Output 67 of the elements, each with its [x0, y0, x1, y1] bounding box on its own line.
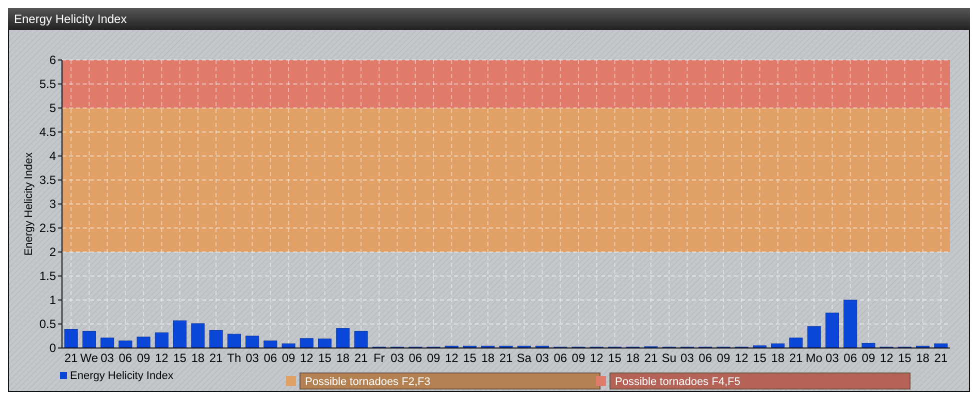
x-tick-label: 12 [300, 351, 314, 365]
x-tick-label: Th [227, 351, 242, 365]
y-tick-label: 4.5 [39, 125, 56, 140]
x-tick-label: 18 [771, 351, 785, 365]
y-tick-label: 1.5 [39, 269, 56, 284]
x-tick-label: 09 [716, 351, 730, 365]
x-tick-label: 03 [390, 351, 404, 365]
y-tick-label: 6 [49, 53, 56, 68]
y-tick-label: 0 [49, 341, 56, 356]
x-tick-label: 12 [444, 351, 459, 365]
x-tick-label: 21 [789, 351, 803, 365]
x-tick-label: 12 [880, 351, 894, 365]
x-tick-label: 21 [499, 351, 513, 365]
x-tick-label: 15 [318, 351, 332, 365]
x-tick-label: 06 [698, 351, 712, 365]
x-tick-label: 21 [64, 351, 78, 365]
y-axis-title: Energy Helicity Index [23, 152, 35, 256]
x-tick-label: 21 [644, 351, 658, 365]
x-tick-label: 06 [264, 351, 278, 365]
x-tick-label: 15 [608, 351, 622, 365]
x-tick-label: 09 [572, 351, 586, 365]
x-tick-label: 15 [173, 351, 187, 365]
x-tick-label: 18 [916, 351, 930, 365]
y-tick-label: 3.5 [39, 173, 56, 188]
legend-label: Possible tornadoes F4,F5 [615, 376, 740, 388]
x-tick-label: 12 [734, 351, 749, 365]
y-tick-label: 0.5 [39, 317, 56, 332]
x-tick-label: 03 [536, 351, 550, 365]
x-tick-label: 03 [826, 351, 840, 365]
x-tick-label: 15 [463, 351, 477, 365]
x-tick-label: 18 [336, 351, 350, 365]
legend-label: Possible tornadoes F2,F3 [305, 376, 430, 388]
x-tick-label: 15 [753, 351, 767, 365]
x-tick-label: 12 [154, 351, 169, 365]
x-tick-label: 12 [590, 351, 604, 365]
x-tick-label: Mo [806, 351, 823, 365]
x-tick-label: 03 [100, 351, 114, 365]
y-tick-label: 1 [49, 293, 56, 308]
x-tick-label: 18 [481, 351, 495, 365]
x-tick-label: 06 [408, 351, 422, 365]
x-tick-label: 06 [118, 351, 132, 365]
x-tick-label: 21 [209, 351, 224, 365]
x-tick-label: 06 [554, 351, 568, 365]
x-tick-label: 21 [934, 351, 948, 365]
chart-title: Energy Helicity Index [14, 12, 127, 26]
x-tick-label: We [80, 351, 98, 365]
x-tick-label: Su [662, 351, 676, 365]
y-tick-label: 4 [49, 149, 56, 164]
x-tick-label: 09 [282, 351, 296, 365]
x-tick-label: 09 [426, 351, 441, 365]
y-tick-label: 5.5 [39, 77, 56, 92]
x-tick-label: 18 [191, 351, 205, 365]
y-tick-label: 2.5 [39, 221, 56, 236]
x-tick-label: 09 [136, 351, 151, 365]
legend-label: Energy Helicity Index [70, 370, 174, 382]
y-tick-label: 3 [49, 197, 56, 212]
x-tick-label: Sa [516, 351, 532, 365]
y-tick-label: 2 [49, 245, 56, 260]
x-tick-label: 15 [898, 351, 912, 365]
x-tick-label: 18 [626, 351, 640, 365]
x-tick-label: Fr [373, 351, 385, 365]
x-tick-label: 03 [246, 351, 260, 365]
x-tick-label: 06 [844, 351, 858, 365]
x-tick-label: 21 [354, 351, 368, 365]
x-tick-label: 03 [680, 351, 694, 365]
y-tick-label: 5 [49, 101, 56, 116]
x-tick-label: 09 [862, 351, 876, 365]
